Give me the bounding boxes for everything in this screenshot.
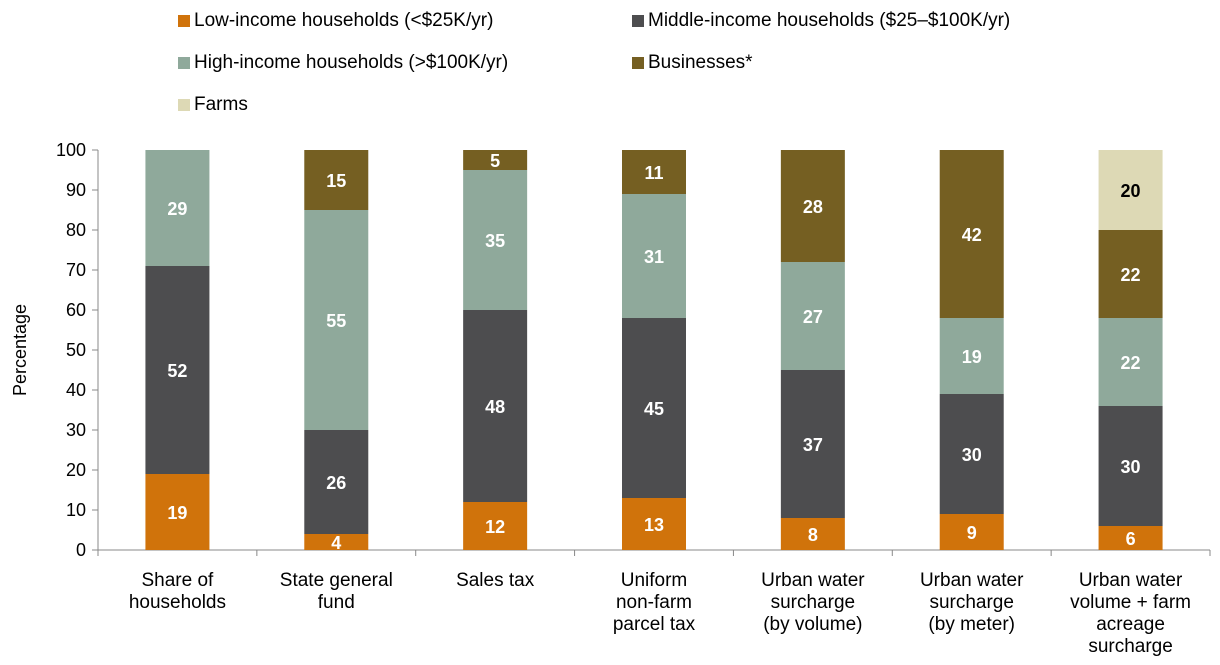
bar-segment <box>780 262 845 370</box>
data-label: 28 <box>803 197 823 217</box>
data-label: 9 <box>967 523 977 543</box>
legend-swatch <box>632 15 644 27</box>
data-label: 35 <box>485 231 505 251</box>
legend-label: High-income households (>$100K/yr) <box>194 52 509 73</box>
bar-segment <box>1098 230 1163 318</box>
legend-item: Low-income households (<$25K/yr) <box>178 10 493 32</box>
legend-label: Businesses* <box>648 52 753 73</box>
legend-label: Farms <box>194 94 248 115</box>
data-label: 13 <box>644 515 664 535</box>
data-label: 31 <box>644 247 664 267</box>
data-label: 4 <box>331 533 341 553</box>
bar-segment <box>780 370 845 518</box>
data-label: 55 <box>326 311 346 331</box>
bar-segment <box>622 318 686 498</box>
y-tick-label: 70 <box>66 260 86 280</box>
legend-swatch <box>178 57 190 69</box>
x-category-label: Sales tax <box>456 570 535 591</box>
y-tick-label: 40 <box>66 380 86 400</box>
data-label: 30 <box>962 445 982 465</box>
bar-segment <box>463 502 528 550</box>
data-label: 6 <box>1126 529 1136 549</box>
y-tick-label: 10 <box>66 500 86 520</box>
bar-segment <box>780 518 845 550</box>
y-tick-label: 50 <box>66 340 86 360</box>
legend-item: Farms <box>178 94 248 116</box>
data-label: 12 <box>485 517 505 537</box>
x-category-label: Urban water surcharge (by meter) <box>920 570 1024 635</box>
data-label: 15 <box>326 171 346 191</box>
data-label: 26 <box>326 473 346 493</box>
legend-swatch <box>178 15 190 27</box>
data-label: 20 <box>1121 181 1141 201</box>
data-label: 22 <box>1121 265 1141 285</box>
y-axis-title: Percentage <box>10 304 30 396</box>
bar-segment <box>939 150 1004 318</box>
bar-segment <box>304 430 369 534</box>
x-category-label: Urban water surcharge (by volume) <box>761 570 865 635</box>
bar-segment <box>304 534 369 550</box>
bar-segment <box>304 150 369 210</box>
bar-segment <box>1098 526 1163 550</box>
legend-item: Middle-income households ($25–$100K/yr) <box>632 10 1010 32</box>
bar-segment <box>1098 318 1163 406</box>
bar-segment <box>622 498 686 550</box>
x-category-label: State general fund <box>280 570 393 613</box>
data-label: 45 <box>644 399 664 419</box>
data-label: 30 <box>1121 457 1141 477</box>
bar-segment <box>780 150 845 262</box>
legend-item: Businesses* <box>632 52 753 74</box>
y-tick-label: 20 <box>66 460 86 480</box>
legend-label: Middle-income households ($25–$100K/yr) <box>648 10 1011 31</box>
bar-segment <box>463 170 528 310</box>
data-label: 42 <box>962 225 982 245</box>
data-label: 37 <box>803 435 823 455</box>
bar-segment <box>939 394 1004 514</box>
y-tick-label: 100 <box>56 140 86 160</box>
chart-legend: Low-income households (<$25K/yr) Middle-i… <box>0 0 1220 130</box>
bar-segment <box>463 150 528 170</box>
bar-segment <box>304 210 369 430</box>
y-tick-label: 80 <box>66 220 86 240</box>
y-tick-label: 90 <box>66 180 86 200</box>
data-label: 48 <box>485 397 505 417</box>
data-label: 22 <box>1121 353 1141 373</box>
bar-segment <box>1098 406 1163 526</box>
bar-segment <box>939 318 1004 394</box>
bar-segment <box>145 474 210 550</box>
data-label: 19 <box>962 347 982 367</box>
bar-segment <box>145 150 210 266</box>
x-category-label: Urban water volume + farm acreage surcharge <box>1070 570 1191 657</box>
data-label: 5 <box>490 151 500 171</box>
bar-segment <box>1098 150 1163 230</box>
legend-swatch <box>632 57 644 69</box>
y-tick-label: 60 <box>66 300 86 320</box>
data-label: 27 <box>803 307 823 327</box>
legend-swatch <box>178 99 190 111</box>
y-tick-label: 0 <box>76 540 86 560</box>
bar-segment <box>622 194 686 318</box>
data-label: 29 <box>167 199 187 219</box>
x-category-label: Share of households <box>129 570 226 613</box>
legend-item: High-income households (>$100K/yr) <box>178 52 508 74</box>
data-label: 52 <box>167 361 187 381</box>
data-label: 19 <box>167 503 187 523</box>
y-tick-label: 30 <box>66 420 86 440</box>
data-label: 11 <box>644 163 663 183</box>
bar-segment <box>145 266 210 474</box>
legend-label: Low-income households (<$25K/yr) <box>194 10 494 31</box>
x-category-label: Uniform non-farm parcel tax <box>613 570 696 635</box>
bar-segment <box>622 150 686 194</box>
bar-segment <box>463 310 528 502</box>
data-label: 8 <box>808 525 818 545</box>
bar-segment <box>939 514 1004 550</box>
